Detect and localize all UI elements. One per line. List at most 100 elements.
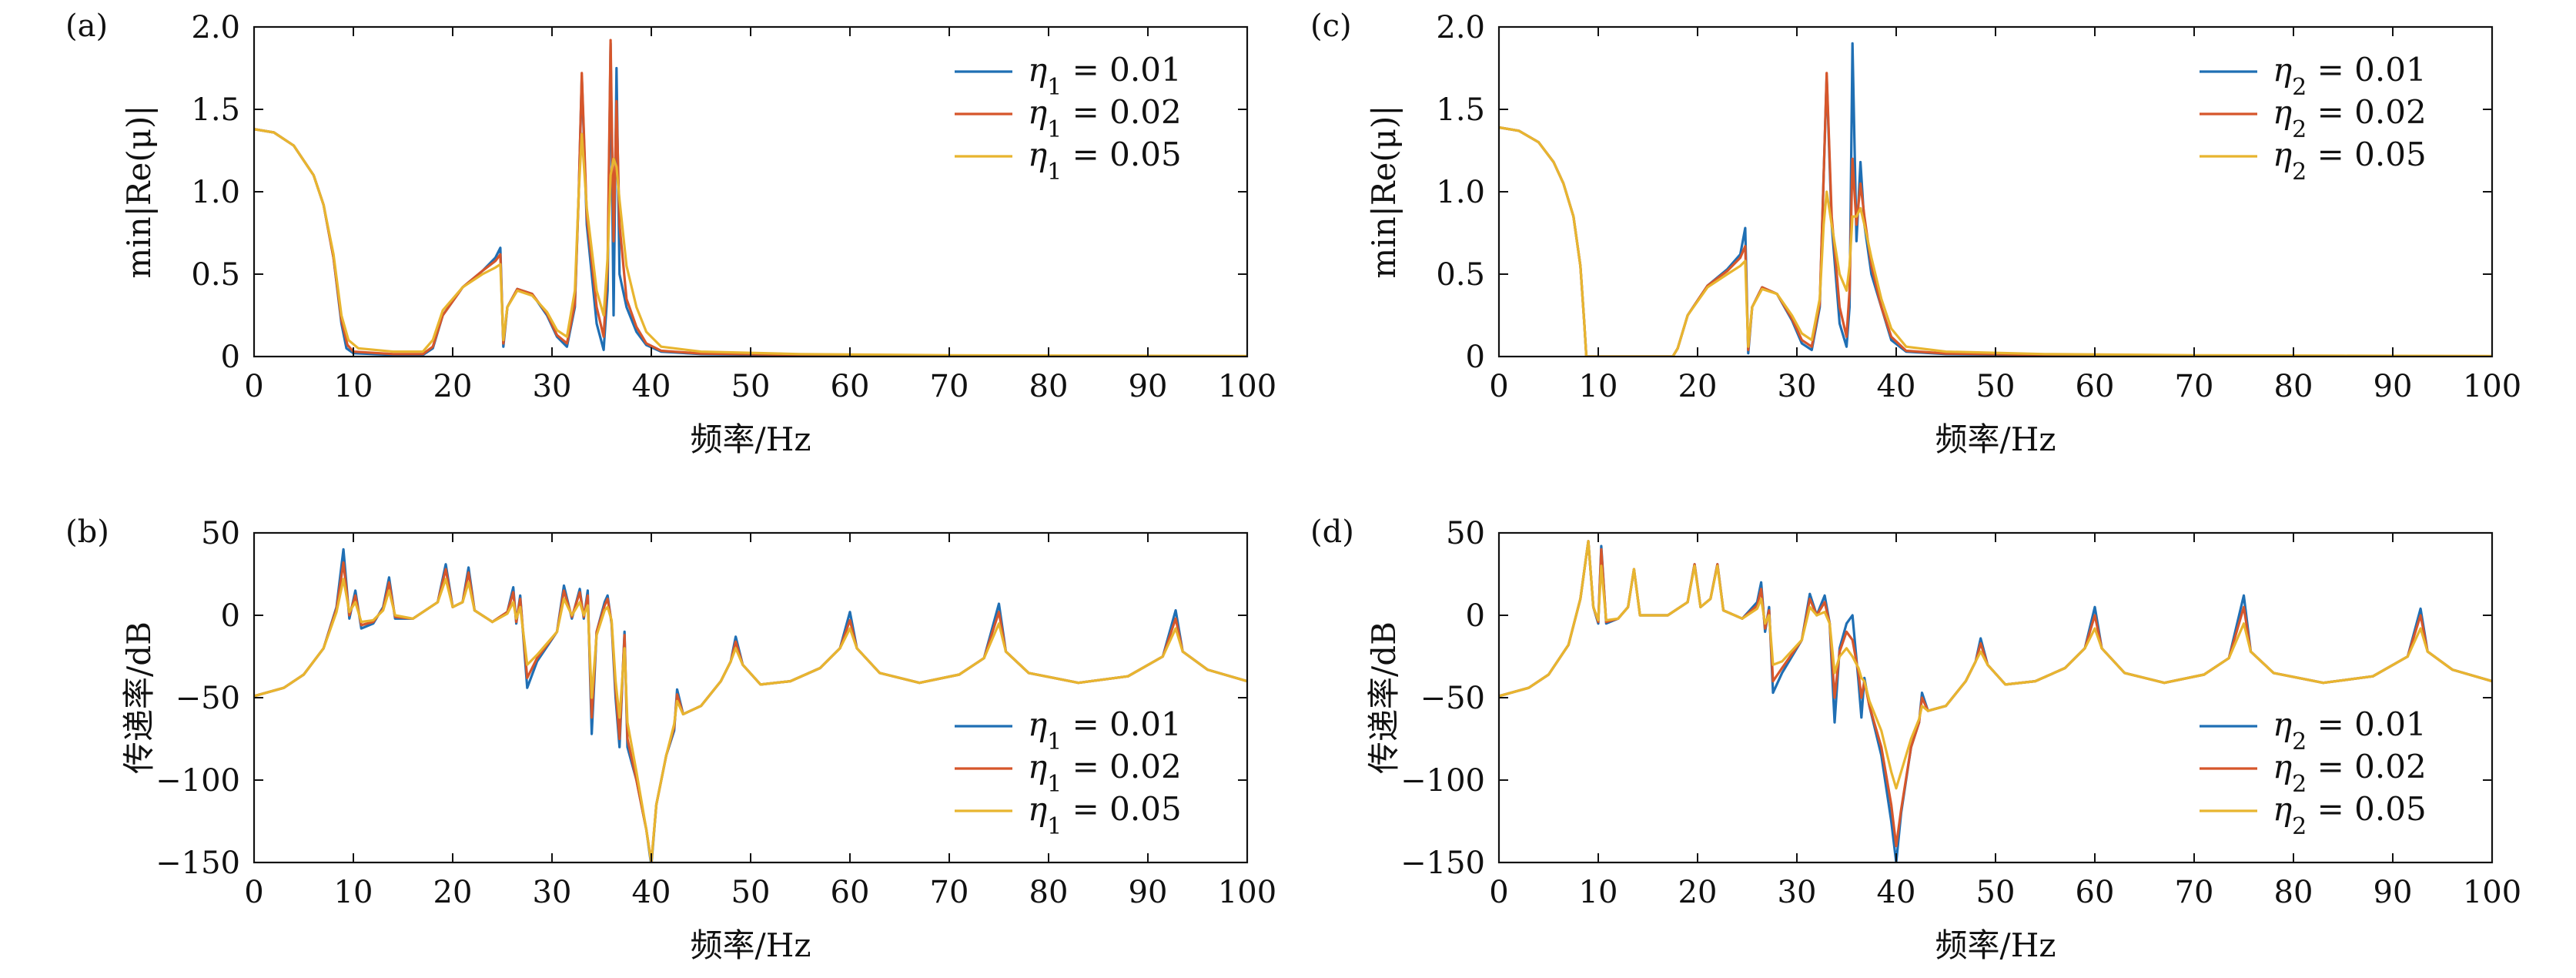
y-axis-label: 传递率/dB <box>1365 621 1403 774</box>
x-tick-label: 70 <box>2175 875 2214 910</box>
x-tick-label: 0 <box>1489 875 1508 910</box>
x-tick-label: 90 <box>1129 369 1168 404</box>
y-tick-label: 1.5 <box>1436 92 1485 128</box>
y-tick-label: −100 <box>156 763 240 799</box>
x-axis-label: 频率/Hz <box>1935 926 2056 964</box>
x-tick-label: 60 <box>831 369 870 404</box>
y-tick-label: −150 <box>1400 846 1485 881</box>
x-tick-label: 40 <box>1877 369 1916 404</box>
x-tick-label: 70 <box>2175 369 2214 404</box>
x-tick-label: 70 <box>930 369 969 404</box>
x-tick-label: 70 <box>930 875 969 910</box>
x-tick-label: 80 <box>1029 369 1069 404</box>
y-tick-label: 50 <box>1446 516 1485 551</box>
x-tick-label: 10 <box>334 875 373 910</box>
panel-label: (d) <box>1310 514 1354 550</box>
y-tick-label: −50 <box>176 681 240 716</box>
series-group <box>1499 42 2492 357</box>
y-tick-label: −50 <box>1420 681 1485 716</box>
x-tick-label: 20 <box>433 369 473 404</box>
series-group <box>254 39 1247 357</box>
x-tick-label: 30 <box>1778 369 1817 404</box>
legend-label-1: η1 = 0.01 <box>1028 51 1182 101</box>
series-group <box>254 548 1247 862</box>
legend-label-2: η1 = 0.02 <box>1028 748 1182 798</box>
legend-label-2: η2 = 0.02 <box>2273 93 2427 143</box>
x-axis-label: 频率/Hz <box>691 420 811 458</box>
x-tick-label: 60 <box>2076 875 2115 910</box>
x-tick-label: 60 <box>2076 369 2115 404</box>
y-axis-label: 传递率/dB <box>120 621 158 774</box>
panel-label: (c) <box>1310 8 1352 44</box>
legend-label-3: η1 = 0.05 <box>1028 790 1182 840</box>
y-axis-label: min|Re(μ)| <box>120 105 158 278</box>
x-tick-label: 40 <box>632 875 671 910</box>
series-line-3 <box>1499 126 2492 357</box>
x-tick-label: 30 <box>533 369 572 404</box>
series-group <box>1499 540 2492 862</box>
x-tick-label: 90 <box>2374 369 2413 404</box>
x-tick-label: 100 <box>2463 875 2521 910</box>
x-tick-label: 50 <box>731 875 771 910</box>
series-line-3 <box>254 578 1247 862</box>
y-tick-label: 1.5 <box>191 92 240 128</box>
y-tick-label: 2.0 <box>191 10 240 45</box>
x-tick-label: 100 <box>2463 369 2521 404</box>
series-line-3 <box>1499 540 2492 790</box>
legend-label-1: η2 = 0.01 <box>2273 51 2427 101</box>
y-tick-label: 0.5 <box>1436 257 1485 293</box>
x-tick-label: 100 <box>1218 875 1276 910</box>
y-tick-label: −100 <box>1400 763 1485 799</box>
x-tick-label: 60 <box>831 875 870 910</box>
y-axis-label: min|Re(μ)| <box>1365 105 1403 278</box>
x-tick-label: 50 <box>1976 875 2016 910</box>
x-axis-label: 频率/Hz <box>691 926 811 964</box>
y-tick-label: −150 <box>156 846 240 881</box>
x-tick-label: 50 <box>1976 369 2016 404</box>
y-tick-label: 0 <box>221 340 240 375</box>
y-tick-label: 2.0 <box>1436 10 1485 45</box>
x-tick-label: 10 <box>1579 875 1618 910</box>
x-tick-label: 90 <box>2374 875 2413 910</box>
panel-label: (a) <box>65 8 108 44</box>
x-tick-label: 20 <box>433 875 473 910</box>
y-tick-label: 50 <box>201 516 240 551</box>
x-tick-label: 0 <box>244 369 263 404</box>
panel-a: 0 10 20 30 40 50 60 70 80 90 100 0 0.5 1.0 1.5 2.0 频率/Hz… <box>65 8 1276 458</box>
legend-label-3: η2 = 0.05 <box>2273 790 2427 840</box>
panel-c: 0 10 20 30 40 50 60 70 80 90 100 0 0.5 1.0 1.5 2.0 频率/Hz… <box>1310 8 2521 458</box>
x-tick-label: 10 <box>1579 369 1618 404</box>
x-tick-label: 90 <box>1129 875 1168 910</box>
legend-label-3: η2 = 0.05 <box>2273 136 2427 186</box>
x-tick-label: 40 <box>632 369 671 404</box>
x-tick-label: 20 <box>1678 875 1718 910</box>
x-tick-label: 80 <box>2274 875 2313 910</box>
panel-d: 0 10 20 30 40 50 60 70 80 90 100 −150 −100 −50 0 50 频率/H… <box>1310 514 2521 964</box>
x-tick-label: 100 <box>1218 369 1276 404</box>
x-tick-label: 80 <box>2274 369 2313 404</box>
panel-b: 0 10 20 30 40 50 60 70 80 90 100 −150 −100 −50 0 50 频率/H… <box>65 514 1276 964</box>
legend-label-2: η2 = 0.02 <box>2273 748 2427 798</box>
series-line-2 <box>254 39 1247 357</box>
y-tick-label: 1.0 <box>191 175 240 210</box>
x-tick-label: 30 <box>1778 875 1817 910</box>
panel-label: (b) <box>65 514 109 550</box>
x-tick-label: 50 <box>731 369 771 404</box>
x-tick-label: 0 <box>1489 369 1508 404</box>
series-line-1 <box>1499 42 2492 357</box>
x-tick-label: 30 <box>533 875 572 910</box>
legend-label-1: η1 = 0.01 <box>1028 705 1182 755</box>
x-tick-label: 0 <box>244 875 263 910</box>
legend-label-1: η2 = 0.01 <box>2273 705 2427 755</box>
legend-label-2: η1 = 0.02 <box>1028 93 1182 143</box>
legend-label-3: η1 = 0.05 <box>1028 136 1182 186</box>
y-tick-label: 0 <box>1466 598 1485 634</box>
x-axis-label: 频率/Hz <box>1935 420 2056 458</box>
x-tick-label: 10 <box>334 369 373 404</box>
x-tick-label: 80 <box>1029 875 1069 910</box>
x-tick-label: 40 <box>1877 875 1916 910</box>
y-tick-label: 0.5 <box>191 257 240 293</box>
